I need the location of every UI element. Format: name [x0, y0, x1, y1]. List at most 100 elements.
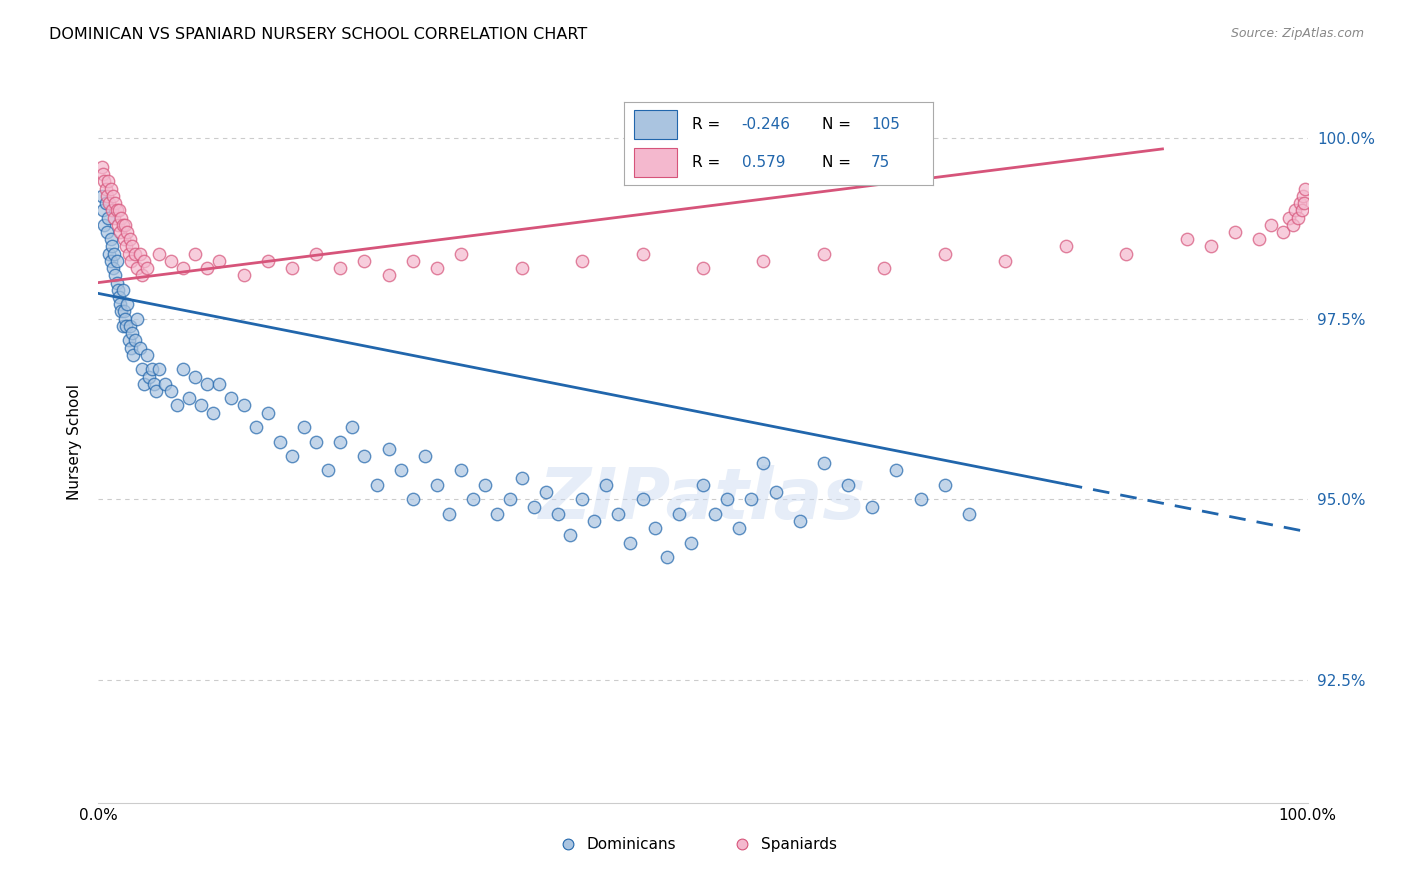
Point — [112, 304, 135, 318]
Point — [534, 485, 557, 500]
Point — [96, 225, 118, 239]
Point — [728, 521, 751, 535]
Point — [135, 261, 157, 276]
Point — [103, 246, 125, 260]
Point — [122, 348, 145, 362]
Point — [195, 376, 218, 391]
Point — [402, 253, 425, 268]
Y-axis label: Nursery School: Nursery School — [67, 384, 83, 500]
Point — [994, 253, 1017, 268]
Point — [115, 239, 138, 253]
Point — [97, 174, 120, 188]
Point — [121, 326, 143, 340]
Point — [160, 384, 183, 398]
Point — [100, 232, 122, 246]
Point — [1272, 225, 1295, 239]
Point — [232, 268, 254, 283]
Point — [127, 311, 149, 326]
Point — [120, 253, 142, 268]
Point — [118, 334, 141, 348]
Point — [631, 492, 654, 507]
Point — [740, 492, 762, 507]
Point — [134, 376, 156, 391]
Point — [595, 478, 617, 492]
Point — [789, 514, 811, 528]
Point — [366, 478, 388, 492]
Point — [558, 528, 581, 542]
Point — [860, 500, 883, 514]
Point — [108, 225, 131, 239]
Point — [305, 434, 328, 449]
Point — [450, 246, 472, 260]
Point — [269, 434, 291, 449]
Point — [342, 420, 364, 434]
Point — [190, 398, 212, 412]
Point — [910, 492, 932, 507]
Point — [93, 174, 115, 188]
Point — [957, 507, 980, 521]
Point — [463, 492, 485, 507]
Point — [131, 362, 153, 376]
Point — [1223, 225, 1246, 239]
Point — [117, 297, 139, 311]
Point — [655, 550, 678, 565]
Point — [172, 261, 194, 276]
Point — [100, 203, 122, 218]
Point — [1291, 203, 1313, 218]
Point — [100, 253, 122, 268]
Point — [127, 261, 149, 276]
Point — [1294, 181, 1316, 195]
Text: Source: ZipAtlas.com: Source: ZipAtlas.com — [1230, 27, 1364, 40]
Point — [124, 334, 146, 348]
Point — [837, 478, 859, 492]
Point — [107, 218, 129, 232]
Point — [245, 420, 267, 434]
Point — [1286, 211, 1309, 225]
Point — [1054, 239, 1077, 253]
Point — [148, 246, 170, 260]
Point — [104, 268, 127, 283]
Point — [105, 253, 128, 268]
Point — [305, 246, 328, 260]
Point — [101, 261, 124, 276]
Point — [131, 268, 153, 283]
Point — [329, 434, 352, 449]
Point — [1292, 196, 1315, 211]
Point — [716, 492, 738, 507]
Point — [128, 341, 150, 355]
Point — [110, 211, 132, 225]
Point — [316, 463, 339, 477]
Point — [1292, 189, 1315, 203]
Point — [1115, 246, 1137, 260]
Point — [510, 261, 533, 276]
Point — [184, 246, 207, 260]
Point — [124, 246, 146, 260]
Point — [281, 261, 304, 276]
Point — [510, 471, 533, 485]
Point — [813, 456, 835, 470]
Point — [114, 218, 136, 232]
Point — [583, 514, 606, 528]
Point — [402, 492, 425, 507]
Point — [105, 203, 128, 218]
Point — [571, 492, 593, 507]
Point — [100, 181, 122, 195]
Point — [110, 304, 132, 318]
Point — [166, 398, 188, 412]
Point — [208, 253, 231, 268]
Point — [571, 253, 593, 268]
Point — [668, 507, 690, 521]
Point — [221, 391, 243, 405]
Point — [765, 485, 787, 500]
Point — [547, 507, 569, 521]
Point — [426, 261, 449, 276]
Point — [93, 218, 115, 232]
Point — [486, 507, 509, 521]
Point — [111, 218, 134, 232]
Point — [118, 232, 141, 246]
Point — [172, 362, 194, 376]
Point — [1284, 203, 1306, 218]
Point — [934, 478, 956, 492]
Point — [120, 341, 142, 355]
Point — [98, 196, 121, 211]
